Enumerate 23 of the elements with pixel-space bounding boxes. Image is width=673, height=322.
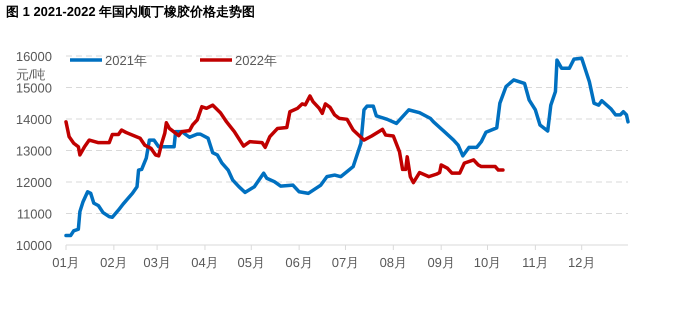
x-tick-label: 01月 — [52, 255, 80, 270]
x-tick-label: 06月 — [285, 255, 313, 270]
y-tick-label: 10000 — [16, 238, 52, 253]
x-tick-label: 05月 — [238, 255, 266, 270]
chart-title: 图 1 2021-2022 年国内顺丁橡胶价格走势图 — [6, 4, 256, 19]
x-tick-label: 12月 — [568, 255, 596, 270]
legend-label: 2022年 — [235, 53, 277, 68]
y-tick-label: 13000 — [16, 144, 52, 158]
x-tick-label: 03月 — [143, 255, 171, 270]
x-tick-label: 11月 — [522, 255, 549, 270]
y-tick-label: 11000 — [16, 206, 52, 222]
x-tick-label: 10月 — [474, 255, 502, 270]
legend-label: 2021年 — [105, 53, 147, 68]
x-tick-label: 07月 — [332, 255, 360, 270]
x-tick-label: 04月 — [191, 255, 219, 270]
y-axis-title: 元/吨 — [16, 67, 46, 82]
x-tick-label: 09月 — [427, 255, 455, 270]
y-tick-label: 12000 — [16, 175, 52, 190]
y-tick-label: 16000 — [16, 49, 52, 64]
x-tick-label: 08月 — [380, 255, 408, 270]
y-tick-label: 14000 — [16, 112, 52, 127]
y-tick-label: 15000 — [16, 80, 52, 96]
x-tick-label: 02月 — [100, 255, 128, 270]
